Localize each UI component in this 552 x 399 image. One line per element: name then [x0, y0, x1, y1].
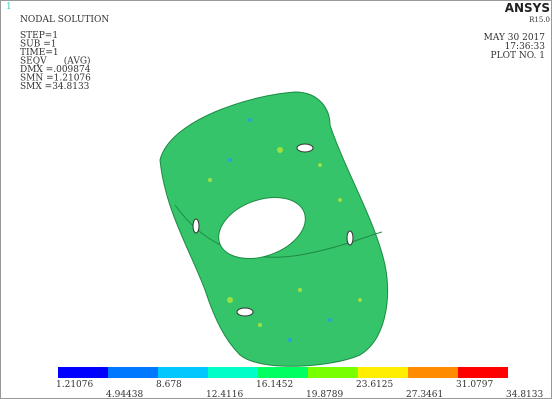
window-index: 1 [6, 2, 12, 12]
legend-label: 12.4116 [206, 390, 243, 399]
hole [237, 308, 253, 316]
legend-band [308, 367, 358, 378]
legend-band [408, 367, 458, 378]
legend-band [258, 367, 308, 378]
legend-label: 34.8133 [506, 390, 543, 399]
hole [297, 144, 313, 152]
legend-band [208, 367, 258, 378]
info-line: SMX =34.8133 [20, 82, 90, 92]
legend-band [108, 367, 158, 378]
hole [193, 219, 199, 233]
plot-title: NODAL SOLUTION [20, 15, 109, 25]
screen: 1 NODAL SOLUTION STEP=1SUB =1TIME=1SEQV … [0, 0, 552, 399]
plot-number: PLOT NO. 1 [491, 51, 545, 61]
legend-label: 16.1452 [256, 380, 293, 390]
legend-band [458, 367, 508, 378]
version: R15.0 [529, 16, 550, 24]
legend-label: 4.94438 [106, 390, 143, 399]
brand: ANSYS [505, 1, 550, 15]
legend-label: 27.3461 [406, 390, 443, 399]
legend-label: 23.6125 [356, 380, 393, 390]
legend-label: 19.8789 [306, 390, 343, 399]
hole [347, 231, 353, 245]
legend-band [58, 367, 108, 378]
legend-band [158, 367, 208, 378]
legend-label: 1.21076 [56, 380, 93, 390]
legend-label: 8.678 [156, 380, 182, 390]
legend-label: 31.0797 [456, 380, 493, 390]
legend-band [358, 367, 408, 378]
